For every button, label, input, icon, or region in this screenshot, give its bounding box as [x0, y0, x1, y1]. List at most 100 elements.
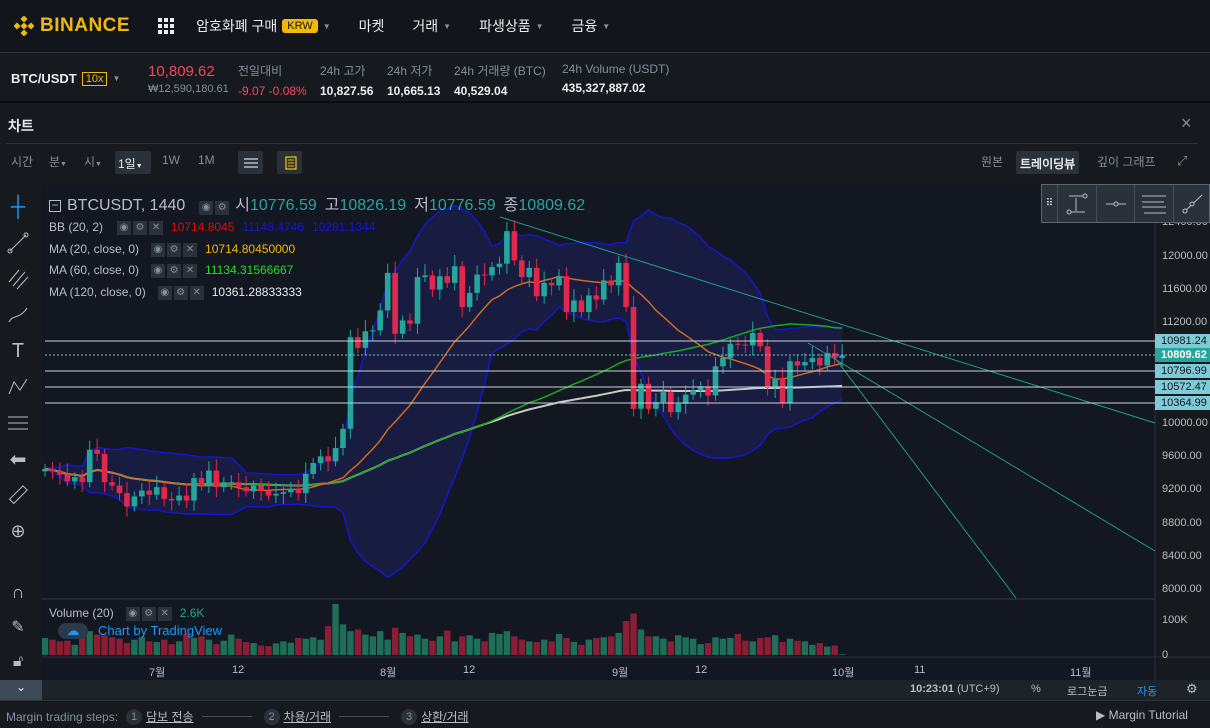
interval-week[interactable]: 1W — [162, 153, 180, 167]
interval-hour[interactable]: 시▼ — [84, 155, 102, 169]
nav-markets[interactable]: 마켓 — [359, 16, 385, 36]
candle-body — [325, 456, 331, 462]
view-tradingview[interactable]: 트레이딩뷰 — [1016, 151, 1080, 174]
gear-icon[interactable]: ⚙ — [141, 607, 156, 621]
parallel-lines-tool[interactable] — [1135, 185, 1175, 222]
remove-icon[interactable]: ✕ — [157, 607, 172, 621]
view-original[interactable]: 원본 — [981, 155, 1004, 169]
step-transfer-collateral[interactable]: 담보 전송 — [146, 710, 194, 724]
magnet-icon[interactable]: ∩ — [11, 581, 25, 602]
trendline-draw-icon[interactable] — [4, 229, 32, 257]
drawings[interactable] — [499, 216, 1156, 599]
candle-body — [697, 386, 704, 391]
candle-body — [206, 470, 212, 486]
text-tool-icon[interactable]: T — [11, 339, 25, 362]
indicator-label: MA (60, close, 0) — [49, 263, 140, 277]
volume-bar — [79, 636, 86, 655]
ma20-legend: MA (20, close, 0) ◉ ⚙ ✕ 10714.80450000 — [49, 241, 295, 257]
close-icon[interactable]: × — [1181, 113, 1192, 133]
zoom-in-icon[interactable]: ⊕ — [10, 520, 26, 541]
fibonacci-icon[interactable] — [4, 409, 32, 437]
indicator-settings-button[interactable] — [238, 151, 263, 174]
candle-body — [280, 492, 287, 494]
pitchfork-icon[interactable] — [4, 265, 32, 293]
remove-icon[interactable]: ✕ — [189, 286, 204, 300]
lock-icon[interactable]: 🔓︎ — [12, 653, 24, 670]
interval-day[interactable]: 1일▼ — [115, 151, 151, 174]
nav-label: 파생상품 — [479, 18, 531, 34]
crosshair-icon[interactable]: ┼ — [10, 195, 26, 218]
trendline-icon — [1182, 194, 1202, 213]
candle-body — [340, 428, 346, 449]
remove-icon[interactable]: ✕ — [183, 264, 198, 278]
eye-icon[interactable]: ◉ — [117, 221, 132, 235]
remove-icon[interactable]: ✕ — [183, 243, 198, 257]
auto-scale-toggle[interactable]: 자동 — [1137, 686, 1158, 698]
step-repay-trade[interactable]: 상환/거래 — [421, 710, 469, 724]
volume-bar — [399, 632, 406, 655]
timezone[interactable]: (UTC+9) — [957, 683, 1000, 695]
drag-handle-icon[interactable]: ⠿ — [1042, 185, 1058, 222]
fullscreen-icon[interactable]: ⤢ — [1177, 153, 1188, 168]
gear-icon[interactable]: ⚙ — [167, 264, 182, 278]
volume-bar — [108, 637, 116, 655]
candle-body — [749, 332, 756, 346]
gear-icon[interactable]: ⚙ — [133, 221, 148, 235]
ma60-legend: MA (60, close, 0) ◉ ⚙ ✕ 11134.31566667 — [49, 262, 293, 278]
collapse-toolbar-icon[interactable]: ⌄ — [0, 680, 42, 700]
percent-scale-toggle[interactable]: % — [1031, 683, 1041, 695]
volume-bar — [637, 629, 645, 655]
time-axis-label: 11월 — [1070, 667, 1092, 679]
gear-icon[interactable]: ⚙ — [173, 286, 188, 300]
horizontal-lines[interactable] — [45, 340, 1155, 404]
trendline[interactable] — [499, 216, 1156, 424]
arrow-left-icon[interactable]: ⬅ — [9, 448, 27, 471]
nav-buy-crypto[interactable]: 암호화폐 구매 KRW ▼ — [196, 16, 331, 36]
pattern-icon[interactable] — [4, 373, 32, 401]
ma60-value: 11134.31566667 — [205, 263, 294, 277]
volume-bar — [123, 643, 131, 655]
volume-bar — [190, 638, 198, 655]
remove-icon[interactable]: ✕ — [149, 221, 164, 235]
settings-gear-icon[interactable]: ⚙ — [1186, 681, 1198, 696]
gear-icon[interactable]: ⚙ — [167, 243, 182, 257]
candle-body — [638, 383, 644, 409]
chart-notes-button[interactable] — [277, 151, 302, 174]
line-tools-toolbar: ⠿ — [1041, 184, 1210, 223]
horizontal-line-tool[interactable] — [1097, 185, 1136, 222]
view-depth[interactable]: 깊이 그래프 — [1097, 155, 1156, 169]
trendline[interactable] — [807, 342, 1156, 552]
gear-icon[interactable]: ⚙ — [215, 201, 230, 215]
lock-drawing-icon[interactable]: ✎ — [11, 619, 25, 636]
nav-trade[interactable]: 거래 ▼ — [412, 16, 451, 36]
indicator-label: BB (20, 2) — [49, 220, 104, 234]
pair-selector[interactable]: BTC/USDT 10x ▼ — [11, 71, 120, 86]
candle-body — [451, 266, 458, 283]
apps-grid-icon[interactable] — [158, 18, 175, 34]
eye-icon[interactable]: ◉ — [199, 201, 214, 215]
brush-icon[interactable] — [4, 301, 32, 329]
ruler-icon[interactable] — [4, 481, 32, 509]
nav-derivatives[interactable]: 파생상품 ▼ — [479, 16, 543, 36]
eye-icon[interactable]: ◉ — [151, 243, 166, 257]
price-range-tool[interactable] — [1058, 185, 1097, 222]
open-label: 시 — [235, 197, 250, 214]
eye-icon[interactable]: ◉ — [157, 286, 172, 300]
step-borrow-trade[interactable]: 차용/거래 — [283, 710, 332, 724]
price-axis-label: 9200.00 — [1162, 483, 1202, 496]
trendline-tool[interactable] — [1174, 185, 1209, 222]
nav-label: 거래 — [412, 18, 439, 34]
binance-logo[interactable]: BINANCE — [14, 15, 130, 37]
collapse-icon[interactable]: − — [49, 199, 61, 212]
tradingview-watermark[interactable]: ☁ Chart by TradingView — [58, 623, 222, 639]
interval-month[interactable]: 1M — [198, 153, 215, 167]
margin-tutorial-link[interactable]: ▶︎ Margin Tutorial — [1096, 708, 1188, 722]
interval-minute[interactable]: 분▼ — [49, 155, 67, 169]
log-scale-toggle[interactable]: 로그눈금 — [1067, 686, 1108, 698]
eye-icon[interactable]: ◉ — [125, 607, 140, 621]
eye-icon[interactable]: ◉ — [151, 264, 166, 278]
nav-finance[interactable]: 금융 ▼ — [572, 16, 611, 36]
trendline[interactable] — [834, 357, 1017, 599]
volume-bar — [682, 637, 689, 655]
